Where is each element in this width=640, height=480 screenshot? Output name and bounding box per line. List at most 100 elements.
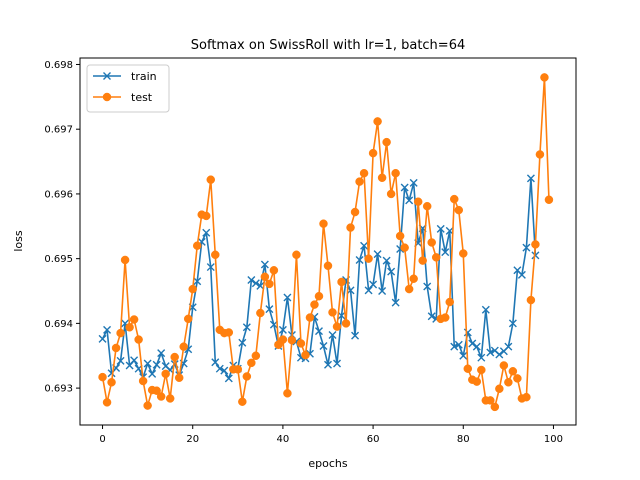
data-point-test	[395, 231, 405, 241]
data-point-test	[495, 384, 504, 394]
data-point-test	[508, 367, 518, 376]
data-point-test	[328, 308, 337, 317]
data-point-test	[531, 240, 540, 249]
data-point-test	[265, 279, 274, 289]
x-tick-label: 20	[186, 434, 199, 445]
data-point-train	[143, 359, 152, 368]
data-point-test	[125, 323, 134, 332]
data-point-test	[116, 328, 125, 338]
data-point-test	[463, 364, 473, 373]
data-point-test	[174, 373, 184, 382]
data-point-train	[116, 356, 125, 365]
data-point-test	[111, 343, 121, 353]
data-point-test	[183, 314, 193, 324]
data-point-test	[278, 335, 288, 344]
legend-box	[86, 64, 170, 113]
data-point-train	[463, 328, 472, 337]
data-point-train	[481, 305, 490, 314]
x-tick-label: 100	[544, 434, 563, 445]
data-point-test	[224, 328, 234, 337]
data-point-train	[355, 255, 364, 264]
data-point-train	[265, 305, 274, 314]
data-point-train	[495, 350, 504, 359]
data-point-test	[499, 361, 509, 370]
data-point-train	[202, 228, 211, 237]
data-point-train	[157, 349, 166, 358]
x-axis-ticks: 0 20 40 60 80 100	[99, 425, 563, 445]
data-point-test	[454, 205, 464, 215]
y-tick-label: 0.697	[44, 125, 73, 136]
data-point-test	[422, 201, 432, 211]
data-point-train	[220, 366, 229, 375]
data-point-test	[165, 394, 175, 403]
data-point-train	[382, 256, 391, 265]
data-point-test	[472, 377, 482, 386]
data-point-test	[431, 253, 441, 262]
data-point-train	[247, 276, 256, 285]
data-point-test	[138, 376, 148, 386]
data-point-train	[238, 338, 247, 347]
data-point-test	[526, 295, 536, 305]
data-point-test	[382, 137, 391, 147]
data-point-test	[350, 207, 360, 217]
data-point-test	[305, 313, 315, 322]
data-point-train	[148, 369, 157, 378]
data-point-train	[319, 342, 328, 351]
data-point-train	[472, 342, 481, 351]
data-point-test	[296, 339, 306, 348]
series-layer	[98, 73, 554, 412]
x-tick-label: 0	[99, 434, 105, 445]
data-point-test	[477, 365, 486, 375]
data-point-train	[405, 196, 414, 205]
data-point-test	[504, 378, 513, 387]
data-point-test	[364, 254, 373, 263]
data-point-test	[540, 73, 549, 82]
data-point-test	[202, 211, 211, 221]
data-point-train	[400, 183, 409, 192]
series-test	[98, 73, 554, 412]
data-point-train	[224, 374, 233, 383]
data-point-test	[211, 250, 220, 260]
data-point-test	[301, 350, 310, 360]
data-point-test	[107, 378, 116, 387]
data-point-train	[283, 293, 292, 302]
data-point-train	[409, 178, 418, 187]
data-point-train	[454, 340, 463, 349]
data-point-train	[391, 298, 400, 307]
data-point-train	[369, 280, 378, 289]
data-point-test	[355, 177, 364, 186]
data-point-train	[351, 331, 360, 340]
data-point-train	[337, 311, 346, 320]
data-point-test	[377, 173, 387, 182]
data-point-train	[531, 251, 540, 260]
data-point-train	[328, 331, 337, 340]
data-point-test	[134, 335, 143, 344]
legend-label-test: test	[131, 91, 153, 104]
data-point-test	[161, 369, 170, 379]
data-point-train	[103, 325, 112, 334]
data-point-test	[400, 243, 409, 252]
data-point-test	[251, 351, 261, 360]
data-point-train	[98, 334, 107, 343]
data-point-train	[278, 325, 287, 334]
data-point-train	[260, 260, 269, 269]
data-point-test	[332, 322, 342, 331]
data-point-test	[404, 284, 414, 294]
data-point-test	[490, 402, 500, 412]
data-point-train	[504, 342, 513, 351]
data-point-test	[440, 313, 450, 322]
data-point-test	[427, 238, 436, 247]
data-point-test	[413, 197, 423, 206]
data-point-train	[517, 270, 526, 279]
y-tick-label: 0.698	[44, 60, 73, 71]
data-point-train	[324, 360, 332, 369]
legend-marker-test	[102, 92, 112, 102]
data-point-test	[238, 397, 247, 406]
data-point-test	[188, 284, 197, 294]
x-tick-label: 80	[457, 434, 470, 445]
legend-items: train test	[93, 70, 157, 104]
data-point-train	[522, 243, 531, 252]
data-point-train	[508, 319, 517, 328]
data-point-test	[98, 372, 107, 382]
data-point-test	[156, 392, 166, 401]
